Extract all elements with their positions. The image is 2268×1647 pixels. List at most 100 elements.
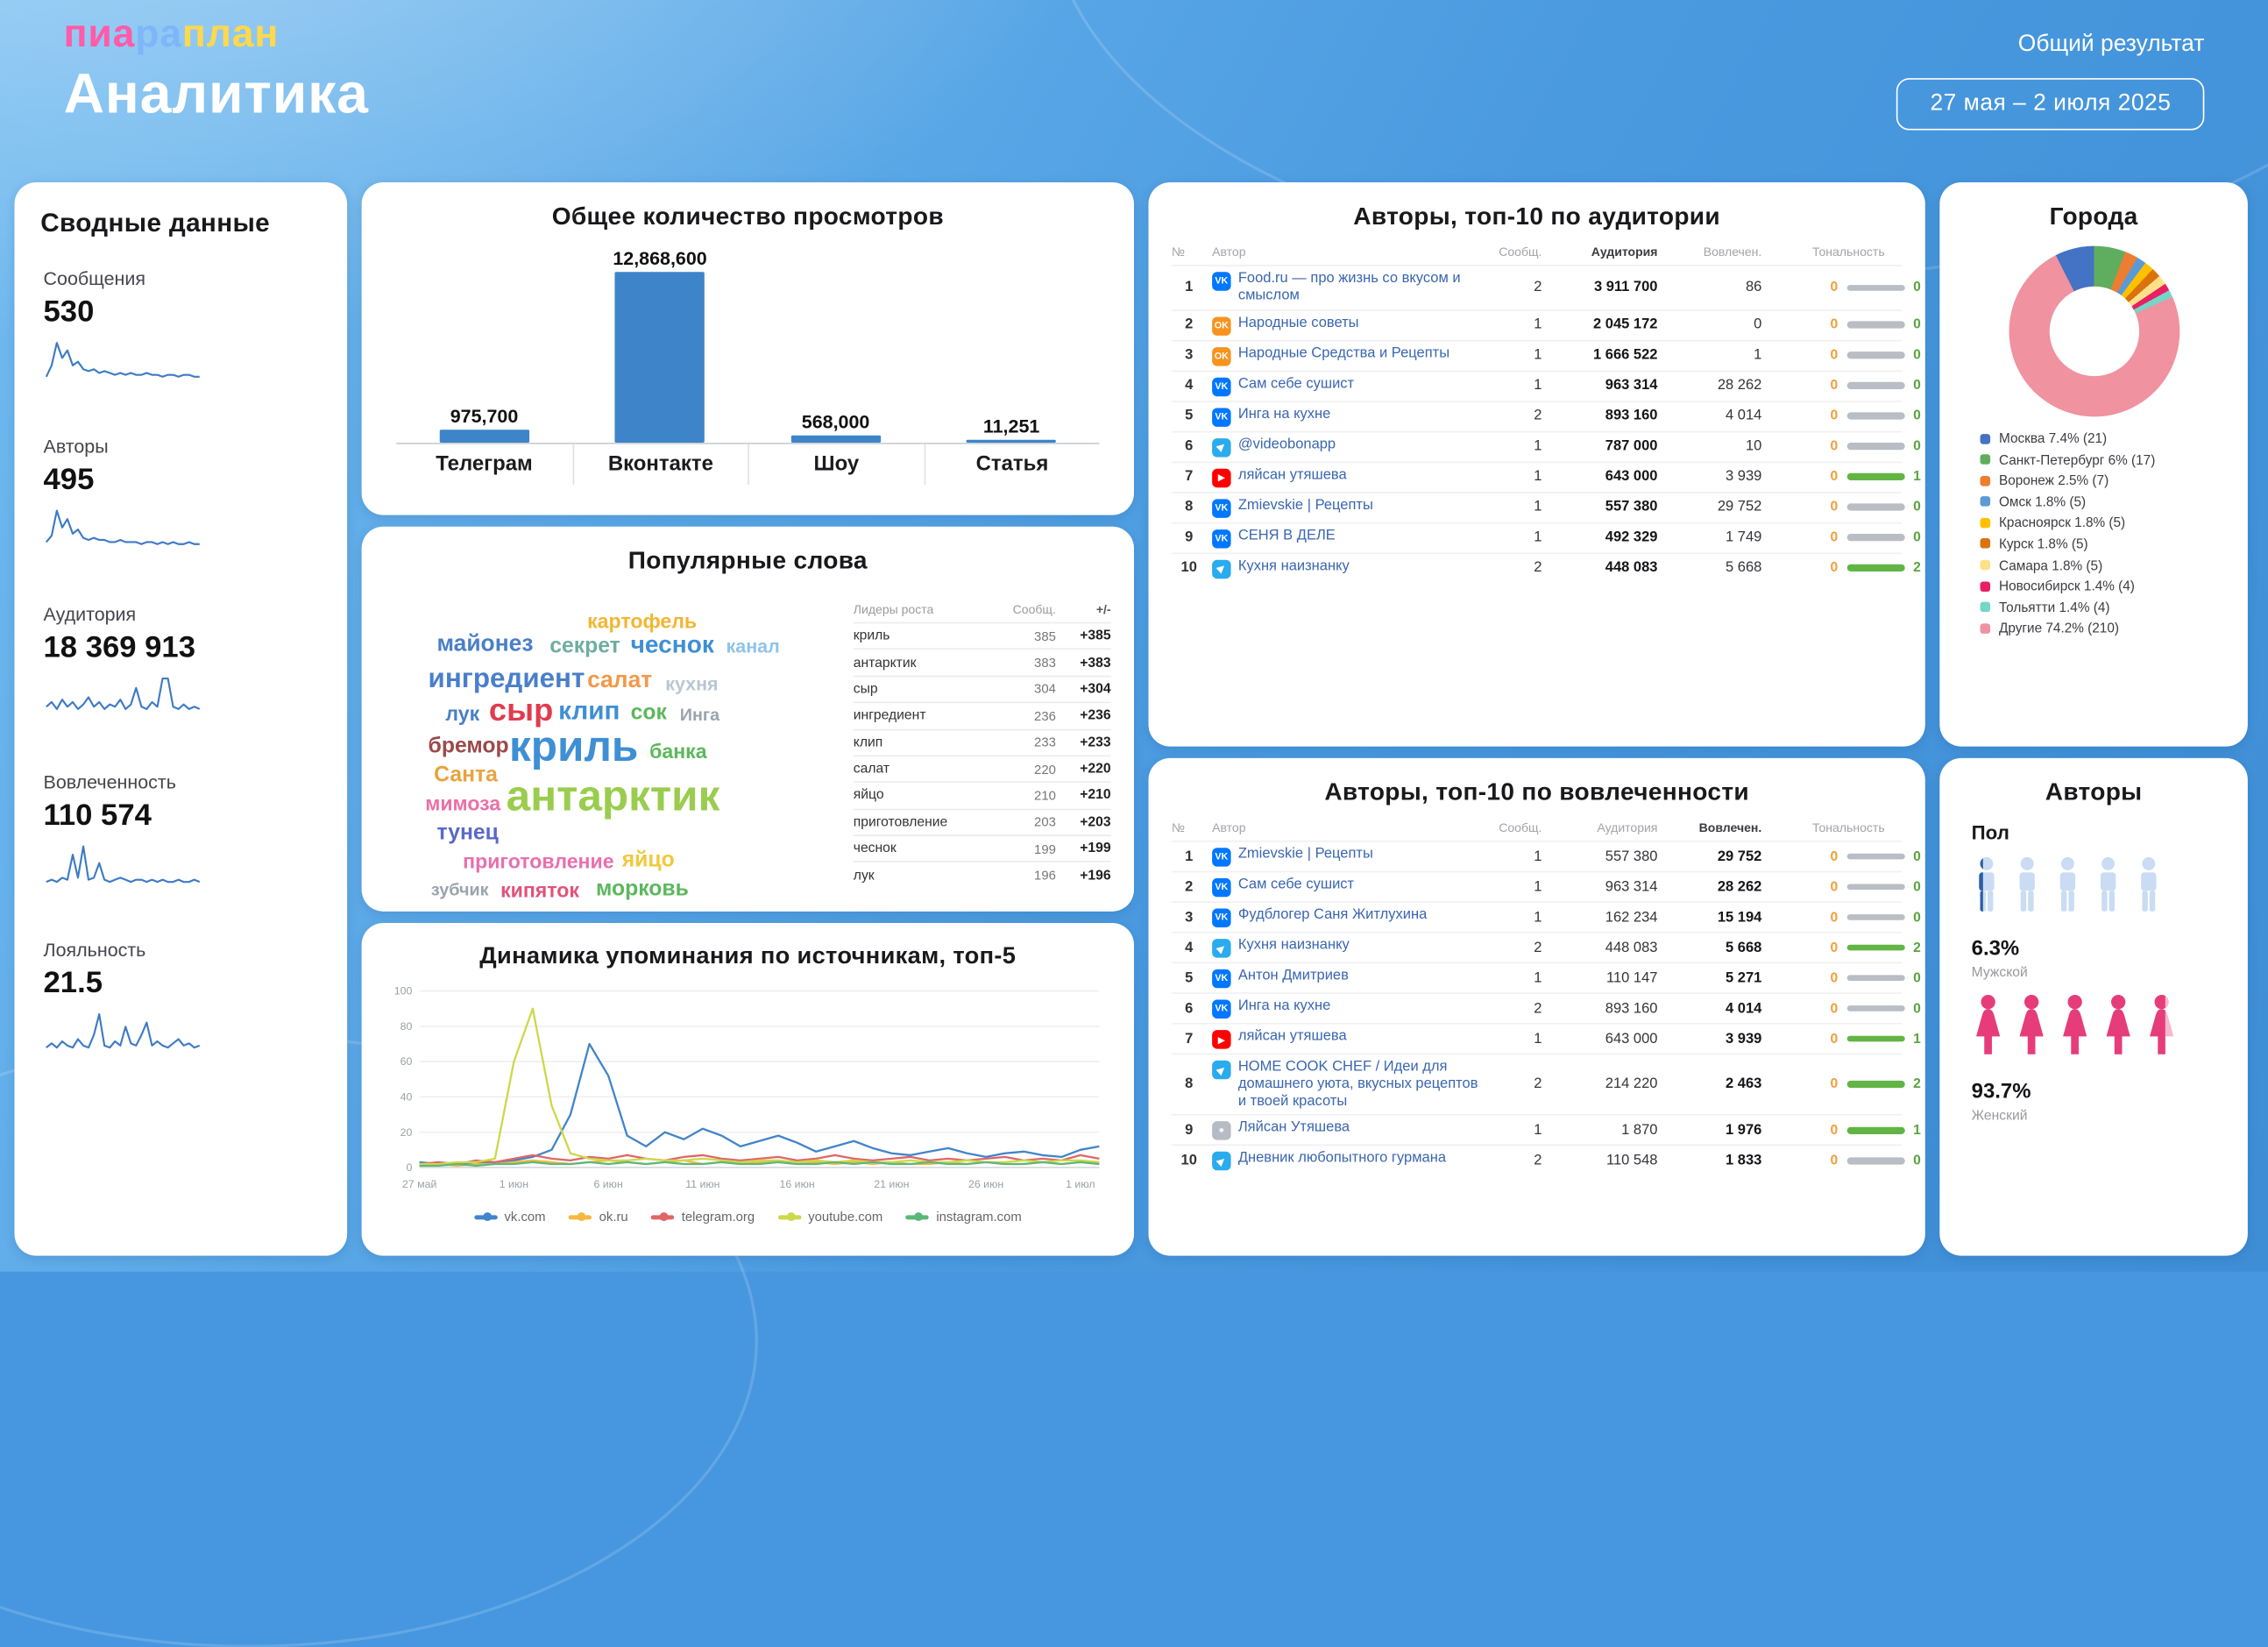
author-cell: VK Сам себе сушист bbox=[1212, 877, 1481, 898]
svg-text:27 май: 27 май bbox=[402, 1178, 437, 1190]
growth-word[interactable]: антарктик bbox=[853, 654, 917, 671]
date-range-button[interactable]: 27 мая – 2 июля 2025 bbox=[1896, 78, 2205, 131]
legend-color-dash bbox=[651, 1212, 675, 1222]
column-header: Тональность bbox=[1812, 820, 1885, 835]
author-link[interactable]: ляйсан утяшева bbox=[1237, 466, 1347, 483]
author-link[interactable]: Дневник любопытного гурмана bbox=[1237, 1150, 1447, 1167]
tonality-bar bbox=[1846, 321, 1905, 329]
legend-color-dot bbox=[1980, 454, 1991, 465]
author-link[interactable]: Zmievskie | Рецепты bbox=[1237, 846, 1373, 863]
wordcloud-word[interactable]: канал bbox=[726, 635, 780, 657]
column-header: Тональность bbox=[1812, 244, 1885, 259]
negative-count: 0 bbox=[1830, 316, 1839, 333]
engagement-count: 10 bbox=[1745, 438, 1762, 455]
wordcloud-word[interactable]: ингредиент bbox=[428, 664, 585, 695]
wordcloud-word[interactable]: бремор bbox=[428, 733, 509, 758]
growth-word[interactable]: яйцо bbox=[853, 787, 884, 804]
growth-word[interactable]: чеснок bbox=[853, 841, 897, 857]
negative-count: 0 bbox=[1830, 377, 1839, 394]
svg-text:16 июн: 16 июн bbox=[780, 1178, 815, 1190]
author-link[interactable]: Народные Средства и Рецепты bbox=[1237, 344, 1450, 361]
cities-legend-item: Омск 1.8% (5) bbox=[1980, 494, 2248, 509]
column-header: Сообщ. bbox=[1012, 601, 1056, 617]
legend-label: Красноярск 1.8% (5) bbox=[1998, 515, 2126, 530]
growth-word[interactable]: ингредиент bbox=[853, 707, 926, 724]
growth-word[interactable]: приготовление bbox=[853, 813, 948, 831]
wordcloud-word[interactable]: Санта bbox=[434, 762, 498, 787]
growth-word[interactable]: криль bbox=[853, 628, 890, 644]
author-link[interactable]: ляйсан утяшева bbox=[1237, 1028, 1347, 1045]
wordcloud-word[interactable]: сыр bbox=[488, 691, 554, 728]
messages-count: 2 bbox=[1534, 939, 1542, 956]
author-link[interactable]: Инга на кухне bbox=[1237, 406, 1331, 422]
wordcloud-word[interactable]: приготовление bbox=[463, 848, 614, 873]
negative-count: 0 bbox=[1830, 1122, 1839, 1139]
wordcloud-word[interactable]: яйцо bbox=[621, 848, 675, 873]
authors-engagement-title: Авторы, топ-10 по вовлеченности bbox=[1324, 777, 1749, 806]
wordcloud-word[interactable]: тунец bbox=[436, 820, 499, 845]
author-cell: OK Народные Средства и Рецепты bbox=[1212, 345, 1481, 366]
author-link[interactable]: Zmievskie | Рецепты bbox=[1237, 497, 1373, 514]
legend-label: vk.com bbox=[504, 1209, 546, 1225]
growth-word[interactable]: сыр bbox=[853, 681, 878, 698]
wordcloud-word[interactable]: секрет bbox=[549, 633, 620, 658]
growth-word[interactable]: салат bbox=[853, 761, 890, 777]
table-row: 4 VK Сам себе сушист 1 963 314 28 262 0 0 bbox=[1171, 369, 1921, 401]
author-link[interactable]: Food.ru — про жизнь со вкусом и смыслом bbox=[1237, 270, 1461, 304]
bar-category-label: Телеграм bbox=[436, 452, 533, 477]
growth-table-row: салат 220 +220 bbox=[853, 755, 1111, 781]
wordcloud-word[interactable]: зубчик bbox=[430, 879, 489, 900]
author-link[interactable]: HOME COOK CHEF / Идеи для домашнего уюта… bbox=[1237, 1059, 1478, 1110]
wordcloud-word[interactable]: криль bbox=[508, 723, 639, 771]
positive-count: 0 bbox=[1913, 529, 1921, 546]
author-link[interactable]: Ляйсан Утяшева bbox=[1237, 1120, 1350, 1137]
cities-donut-chart bbox=[2008, 245, 2179, 417]
author-link[interactable]: Фудблогер Саня Житлухина bbox=[1237, 906, 1428, 924]
author-link[interactable]: СЕНЯ В ДЕЛЕ bbox=[1237, 527, 1336, 543]
author-link[interactable]: Инга на кухне bbox=[1237, 997, 1331, 1015]
metric-value: 110 574 bbox=[43, 799, 152, 833]
wordcloud-word[interactable]: Инга bbox=[679, 704, 720, 725]
gender-panel-title: Авторы bbox=[2045, 777, 2143, 806]
svg-text:20: 20 bbox=[400, 1126, 413, 1139]
wordcloud-word[interactable]: лук bbox=[445, 701, 480, 725]
engagement-count: 86 bbox=[1745, 280, 1762, 296]
author-link[interactable]: Сам себе сушист bbox=[1237, 877, 1355, 893]
wordcloud-word[interactable]: морковь bbox=[596, 877, 689, 902]
wordcloud-word[interactable]: банка bbox=[649, 739, 707, 763]
author-cell: ▶ Дневник любопытного гурмана bbox=[1212, 1151, 1481, 1171]
rank-number: 7 bbox=[1185, 468, 1194, 486]
growth-word[interactable]: лук bbox=[853, 867, 875, 884]
tonality-bar bbox=[1846, 443, 1905, 451]
author-link[interactable]: Кухня наизнанку bbox=[1237, 937, 1350, 954]
wordcloud-word[interactable]: мимоза bbox=[425, 791, 501, 815]
growth-word[interactable]: клип bbox=[853, 734, 883, 751]
negative-count: 0 bbox=[1830, 878, 1839, 895]
author-cell: ● Ляйсан Утяшева bbox=[1212, 1120, 1481, 1141]
wordcloud-word[interactable]: клип bbox=[558, 695, 620, 725]
wordcloud-word[interactable]: сок bbox=[630, 699, 667, 725]
rank-number: 9 bbox=[1185, 529, 1194, 546]
table-row: 7 ▶ ляйсан утяшева 1 643 000 3 939 0 1 bbox=[1171, 460, 1921, 492]
wordcloud-word[interactable]: картофель bbox=[587, 608, 698, 633]
author-link[interactable]: Сам себе сушист bbox=[1237, 375, 1355, 392]
wordcloud-word[interactable]: кипяток bbox=[500, 877, 579, 902]
bar-value-label: 975,700 bbox=[450, 405, 519, 428]
yt-icon: ▶ bbox=[1212, 1030, 1231, 1049]
author-link[interactable]: @videobonapp bbox=[1237, 436, 1336, 452]
positive-count: 0 bbox=[1913, 969, 1921, 986]
column-header: № bbox=[1171, 244, 1185, 259]
wordcloud-word[interactable]: кухня bbox=[665, 672, 719, 695]
wordcloud-word[interactable]: майонез bbox=[436, 632, 534, 657]
messages-count: 2 bbox=[1534, 1153, 1542, 1169]
author-link[interactable]: Народные советы bbox=[1237, 315, 1359, 331]
engagement-count: 0 bbox=[1754, 316, 1762, 333]
wordcloud-word[interactable]: салат bbox=[587, 668, 653, 693]
series-telegram.org bbox=[419, 1154, 1100, 1166]
wordcloud-word[interactable]: антарктик bbox=[506, 772, 720, 820]
author-link[interactable]: Антон Дмитриев bbox=[1237, 968, 1349, 984]
wordcloud-word[interactable]: чеснок bbox=[630, 630, 714, 658]
author-link[interactable]: Кухня наизнанку bbox=[1237, 557, 1350, 574]
authors-audience-panel: Авторы, топ-10 по аудитории № Автор Сообщ.… bbox=[1148, 181, 1925, 747]
